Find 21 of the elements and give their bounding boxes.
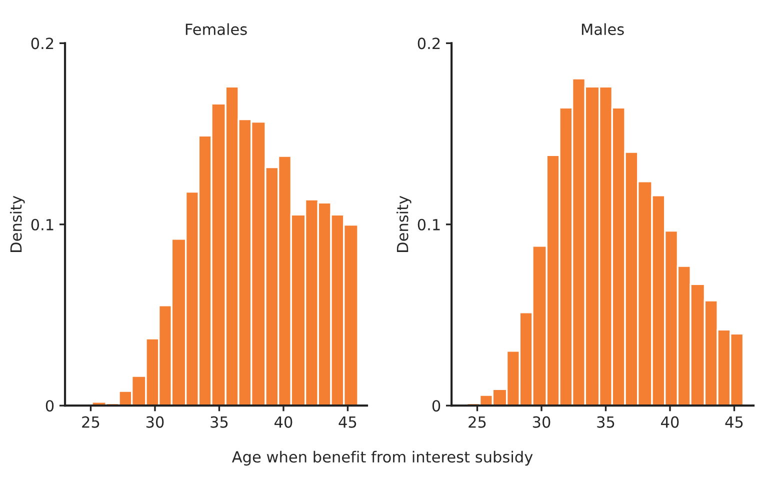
y-tick-label: 0.2	[418, 38, 440, 50]
chart-title: Females	[186, 23, 247, 36]
y-axis-title: Density	[396, 196, 412, 252]
x-tick-label: 30	[532, 416, 550, 428]
y-tick-label: 0	[432, 400, 440, 412]
x-tick-label: 35	[597, 416, 614, 428]
y-tick-label: 0.1	[31, 218, 54, 230]
x-tick-label: 40	[274, 416, 292, 428]
x-tick-label: 25	[468, 416, 486, 428]
chart-title: Males	[582, 23, 624, 36]
x-tick-label: 30	[146, 416, 164, 428]
x-tick-label: 45	[338, 416, 356, 428]
x-axis-title: Age when benefit from interest subsidy	[232, 450, 533, 466]
y-tick-label: 0	[46, 400, 54, 412]
x-tick-label: 35	[210, 416, 228, 428]
x-tick-label: 45	[725, 416, 743, 428]
y-tick-label: 0.1	[418, 218, 440, 230]
x-tick-label: 25	[82, 416, 100, 428]
y-tick-label: 0.2	[31, 38, 54, 50]
x-tick-label: 40	[661, 416, 679, 428]
y-axis-title: Density	[10, 196, 25, 252]
